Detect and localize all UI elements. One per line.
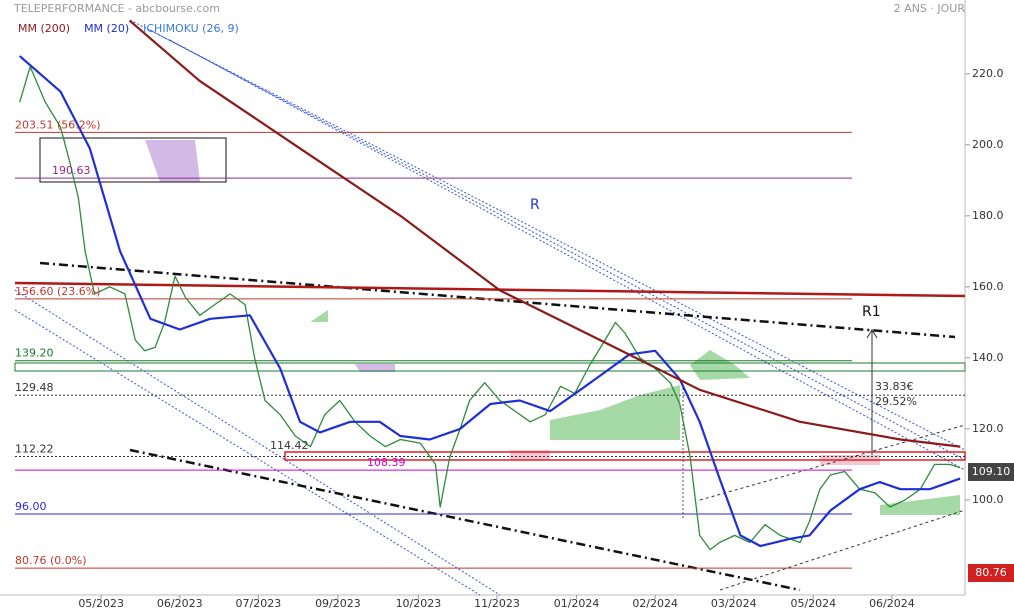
channel-line: [699, 424, 966, 501]
arrow-head: [866, 329, 878, 339]
y-tick-label: 100.0: [972, 493, 1004, 506]
legend-entry: MM (20): [84, 22, 129, 35]
level-label: 203.51 (56.2%): [15, 118, 101, 131]
trend-line: [129, 448, 801, 592]
channel-line: [129, 19, 966, 451]
y-tick-label: 140.0: [972, 351, 1004, 364]
series-line: [128, 19, 961, 448]
series-line: [18, 55, 961, 548]
x-tick-label: 11/2023: [474, 597, 520, 610]
x-tick-label: 06/2024: [869, 597, 915, 610]
trend-line: [39, 261, 956, 339]
title: TELEPERFORMANCE - abcbourse.com: [13, 2, 220, 15]
box: [39, 137, 227, 183]
x-tick-label: 05/2023: [78, 597, 124, 610]
price-box: [968, 564, 1014, 582]
period: 2 ANS · JOUR: [894, 2, 966, 15]
channel-line: [14, 289, 501, 596]
cloud: [550, 385, 680, 440]
x-tick-label: 03/2024: [711, 597, 757, 610]
y-tick-label: 160.0: [972, 280, 1004, 293]
level-label: 112.22: [15, 442, 54, 455]
annotation: R1: [862, 304, 881, 320]
x-tick-label: 05/2024: [790, 597, 836, 610]
x-tick-label: 02/2024: [632, 597, 678, 610]
level-label: 190.63: [52, 164, 91, 177]
annotation: 33.83€: [875, 380, 914, 393]
legend-entry: MM (200): [18, 22, 70, 35]
x-tick-label: 07/2023: [236, 597, 282, 610]
cloud: [880, 495, 960, 515]
level-label: 139.20: [15, 347, 54, 360]
level-label: 108.39: [367, 456, 406, 469]
y-tick-label: 120.0: [972, 422, 1004, 435]
price-box: [968, 463, 1014, 481]
channel-line: [719, 509, 966, 591]
level-label: 129.48: [15, 381, 54, 394]
y-tick-label: 180.0: [972, 209, 1004, 222]
cloud: [310, 310, 328, 322]
legend-entry: ICHIMOKU (26, 9): [143, 22, 239, 35]
level-label: 156.60 (23.6%): [15, 285, 101, 298]
x-tick-label: 09/2023: [315, 597, 361, 610]
y-tick-label: 200.0: [972, 138, 1004, 151]
channel-line: [149, 29, 966, 461]
zone: [284, 451, 966, 461]
cloud: [355, 364, 395, 372]
floor-price: 80.76: [975, 566, 1007, 579]
zone: [14, 362, 966, 372]
annotation: R: [530, 197, 540, 213]
cloud: [145, 140, 200, 182]
level-label: 96.00: [15, 500, 47, 513]
last-price: 109.10: [972, 465, 1011, 478]
x-tick-label: 06/2023: [157, 597, 203, 610]
series-line: [19, 66, 961, 551]
level-label: 80.76 (0.0%): [15, 554, 87, 567]
annotation: 114.42: [270, 439, 309, 452]
channel-line: [169, 39, 966, 471]
x-tick-label: 10/2023: [396, 597, 442, 610]
x-tick-label: 01/2024: [554, 597, 600, 610]
y-tick-label: 220.0: [972, 67, 1004, 80]
annotation: 29.52%: [875, 395, 917, 408]
cloud: [690, 350, 750, 380]
channel-line: [14, 309, 481, 596]
